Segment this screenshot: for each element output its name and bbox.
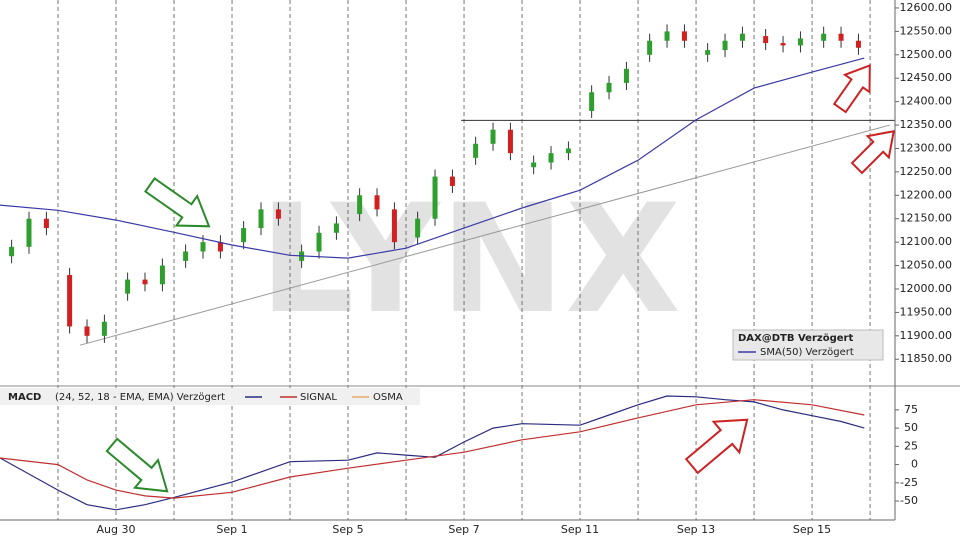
line [0, 395, 865, 511]
candle-body [565, 148, 571, 154]
macd-subtitle: (24, 52, 18 - EMA, EMA) Verzögert [55, 392, 225, 403]
plot-layer [0, 24, 895, 511]
x-tick-label: Sep 7 [448, 523, 479, 536]
arrow [105, 437, 169, 493]
y-tick-label: 25 [904, 439, 918, 452]
y-tick-label: 75 [904, 403, 918, 416]
candle-body [664, 31, 670, 41]
candle-body [200, 242, 206, 252]
header-band [0, 388, 420, 405]
x-tick-label: Sep 15 [793, 523, 831, 536]
y-tick-label: 12000.00 [900, 282, 953, 295]
line [0, 399, 865, 499]
candle-body [217, 242, 223, 252]
arrow [684, 418, 749, 475]
candle-body [623, 68, 629, 83]
candle-body [159, 265, 165, 285]
y-tick-label: -25 [900, 476, 918, 489]
candle-body [507, 129, 513, 154]
y-tick-label: 0 [911, 458, 918, 471]
arrow [144, 177, 211, 228]
candle-body [258, 209, 264, 229]
line [0, 57, 865, 259]
candle-body [125, 279, 131, 294]
y-tick-label: 11850.00 [900, 352, 953, 365]
candle-body [43, 218, 49, 229]
candle-body [9, 246, 15, 257]
candle-body [606, 82, 612, 93]
candle-body [589, 92, 595, 112]
background-layer: LYNX Aug 30 Sep 1 Sep 5 Sep 7 Sep 11 Sep 13 Sep… [57, 0, 953, 536]
candle-body [681, 31, 687, 41]
legend-label: DAX@DTB Verzögert [738, 333, 853, 344]
y-tick-label: -50 [900, 494, 918, 507]
legend-label: SIGNAL [300, 392, 337, 403]
candle-body [647, 40, 653, 55]
y-tick-label: 12350.00 [900, 118, 953, 131]
candle-body [821, 33, 827, 41]
candle-body [316, 232, 322, 252]
candle-body [357, 195, 363, 215]
candle-body [855, 40, 861, 48]
candle-body [548, 153, 554, 163]
candle-body [838, 33, 844, 41]
candle-body [780, 43, 786, 46]
y-tick-label: 12600.00 [900, 1, 953, 14]
candle-body [490, 129, 496, 144]
candle-body [797, 38, 803, 46]
y-tick-label: 11900.00 [900, 329, 953, 342]
candle-body [449, 176, 455, 186]
y-tick-label: 12400.00 [900, 95, 953, 108]
candle-body [26, 218, 32, 247]
candle-body [763, 36, 769, 44]
x-tick-label: Sep 13 [677, 523, 715, 536]
candle-body [739, 33, 745, 41]
y-tick-label: 11950.00 [900, 305, 953, 318]
y-tick-label: 12050.00 [900, 259, 953, 272]
x-tick-label: Sep 1 [216, 523, 247, 536]
candle-body [84, 326, 90, 336]
candle-body [333, 223, 339, 233]
candle-body [473, 143, 479, 158]
y-tick-label: 12150.00 [900, 212, 953, 225]
candle-body [722, 40, 728, 51]
y-tick-label: 12100.00 [900, 235, 953, 248]
candle-body [432, 176, 438, 219]
candle-body [241, 228, 247, 243]
candle-body [101, 321, 107, 336]
candle-body [183, 251, 189, 261]
y-tick-label: 12500.00 [900, 48, 953, 61]
arrow [832, 63, 871, 114]
y-tick-label: 12300.00 [900, 141, 953, 154]
price-legend: DAX@DTB Verzögert SMA(50) Verzögert [732, 329, 884, 361]
macd-header: MACD (24, 52, 18 - EMA, EMA) Verzögert S… [0, 388, 420, 405]
candle-body [415, 218, 421, 238]
candle-body [705, 50, 711, 55]
candle-body [391, 209, 397, 243]
y-tick-label: 12450.00 [900, 71, 953, 84]
x-tick-label: Sep 5 [332, 523, 363, 536]
macd-title: MACD [8, 392, 41, 403]
trend-line [79, 124, 890, 346]
legend-box [732, 329, 884, 361]
y-tick-label: 12250.00 [900, 165, 953, 178]
annotation-arrows [105, 63, 896, 493]
arrow [850, 129, 896, 175]
legend-label: SMA(50) Verzögert [760, 347, 854, 358]
candle-body [142, 279, 148, 285]
candle-body [275, 209, 281, 219]
y-tick-label: 12550.00 [900, 24, 953, 37]
candle-body [531, 162, 537, 168]
y-tick-label: 50 [904, 421, 918, 434]
x-tick-label: Sep 11 [561, 523, 599, 536]
legend-label: OSMA [373, 392, 403, 403]
x-tick-label: Aug 30 [97, 523, 136, 536]
y-tick-label: 12200.00 [900, 188, 953, 201]
candle-body [374, 195, 380, 210]
candle-body [67, 274, 73, 327]
watermark: LYNX [259, 173, 681, 347]
